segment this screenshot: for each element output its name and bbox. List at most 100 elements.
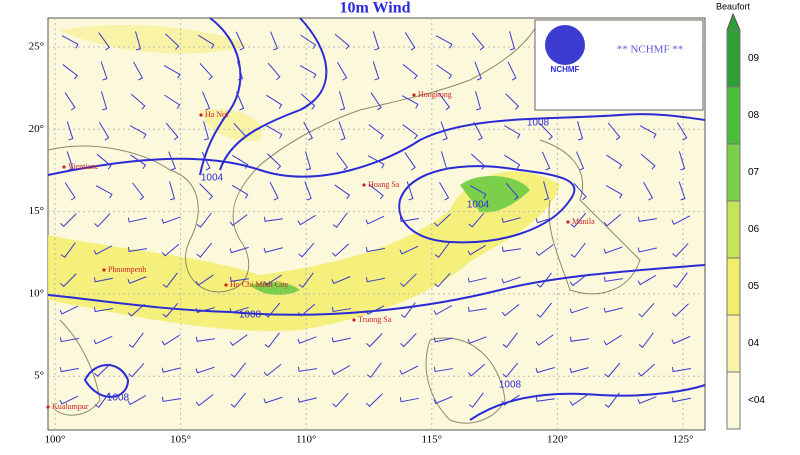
wind-barb	[93, 306, 113, 313]
wind-barb	[366, 393, 383, 407]
wind-barb	[129, 125, 147, 139]
wind-barb	[543, 181, 550, 201]
wind-barb	[264, 332, 280, 348]
wind-barb	[233, 123, 247, 141]
city-dot	[46, 405, 50, 409]
wind-barb	[637, 363, 656, 377]
wind-barb	[671, 335, 691, 345]
wind-barb	[573, 182, 587, 201]
wind-barb	[399, 397, 419, 403]
wind-barb	[569, 336, 589, 342]
wind-barb	[96, 153, 112, 170]
wind-barb	[338, 121, 346, 141]
wind-barb	[399, 217, 419, 223]
lon-label: 115°	[422, 434, 443, 446]
wind-barb	[336, 61, 348, 81]
wind-barb	[127, 246, 147, 252]
wind-barb	[266, 94, 283, 109]
wind-barb	[576, 151, 585, 171]
wind-barb	[406, 181, 414, 201]
wind-barb	[433, 396, 453, 405]
wind-barb	[505, 93, 520, 110]
wind-barb	[263, 364, 282, 377]
wind-barb	[468, 212, 485, 228]
isobar-label: 1008	[499, 380, 522, 391]
legend-swatch	[726, 371, 741, 430]
legend-swatch	[726, 143, 741, 202]
wind-barb	[297, 303, 316, 317]
wind-barb	[607, 122, 621, 141]
legend-label: 07	[748, 167, 760, 178]
city-label: Vientiane	[68, 162, 99, 171]
wind-barb	[439, 181, 450, 201]
coastlines	[47, 19, 641, 424]
wind-barb	[366, 362, 382, 378]
wind-barb	[161, 334, 180, 346]
wind-barb	[536, 272, 552, 288]
city-label: Ho Chi Minh City	[230, 280, 288, 289]
wind-barb	[372, 31, 380, 51]
wind-barb	[433, 213, 451, 227]
city-label: Hoang Sa	[368, 180, 400, 189]
isobar	[47, 264, 706, 316]
wind-barb	[370, 92, 382, 111]
city-label: Truong Sa	[358, 315, 392, 324]
wind-barb	[368, 184, 384, 200]
wind-barb	[435, 35, 453, 49]
wind-barb	[639, 125, 657, 139]
wind-barb	[60, 242, 76, 258]
wind-barb	[59, 337, 79, 343]
wind-barb	[638, 332, 654, 348]
wind-barb	[98, 122, 110, 141]
lon-label: 105°	[170, 434, 191, 446]
lat-label: 20°	[29, 123, 44, 135]
lat-label: 10°	[29, 287, 44, 299]
wind-barb	[434, 273, 451, 288]
wind-barb	[507, 61, 517, 81]
wind-barb	[298, 272, 314, 288]
wind-barb	[637, 247, 657, 253]
wind-barb	[603, 213, 622, 227]
wind-barb	[66, 151, 74, 171]
wind-barb	[64, 92, 76, 111]
isobar	[219, 17, 328, 171]
wind-barb	[535, 334, 554, 346]
wind-barb	[130, 93, 146, 110]
isobar-label: 1008	[527, 118, 550, 129]
wind-barb	[603, 334, 622, 346]
wind-barb	[678, 151, 686, 171]
isobars	[47, 17, 706, 421]
wind-barb	[100, 61, 108, 81]
wind-barb	[535, 367, 555, 374]
wind-barb	[643, 181, 654, 201]
legend-label: 08	[748, 110, 760, 121]
wind-barb	[501, 394, 520, 406]
city-label: Phnompenh	[108, 265, 146, 274]
wind-barb	[232, 154, 249, 169]
isobar-label: 1004	[467, 200, 490, 211]
wind-barb	[196, 212, 212, 228]
wind-barb	[536, 302, 553, 318]
wind-barb	[676, 122, 688, 141]
wind-barb	[298, 242, 315, 258]
wind-barb	[603, 307, 623, 313]
wind-barb	[93, 277, 113, 283]
wind-barb	[469, 185, 487, 199]
wind-barb	[161, 367, 181, 373]
city-label: Ha Noi	[205, 110, 229, 119]
wind-barb	[162, 302, 179, 318]
city-label: Hongkong	[418, 90, 452, 99]
wind-barb	[133, 61, 144, 81]
isobar-label: 1004	[201, 173, 224, 184]
wind-barb	[672, 243, 689, 258]
wind-barb	[263, 216, 283, 222]
map-labels: 100° 105° 110° 115° 120° 125° 25° 20° 15° 10° 5° Ho…	[29, 41, 694, 446]
wind-barb	[94, 213, 111, 228]
wind-barb	[604, 362, 621, 378]
wind-barb	[603, 246, 623, 254]
wind-barb	[98, 32, 110, 51]
wind-barb	[502, 332, 518, 348]
legend-label: 04	[748, 338, 760, 349]
coast-borneo	[425, 337, 506, 424]
wind-barb	[334, 184, 351, 200]
